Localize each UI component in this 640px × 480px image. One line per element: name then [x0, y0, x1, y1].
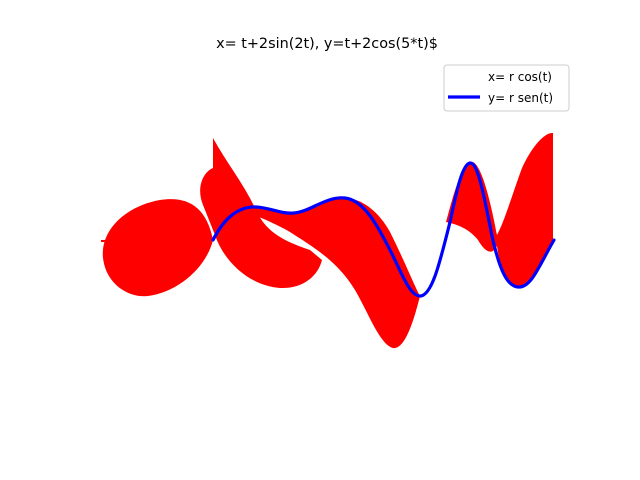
legend-label-line: y= r sen(t)	[488, 91, 553, 105]
legend-box	[443, 64, 570, 112]
series-fill-area	[101, 132, 553, 349]
legend: x= r cos(t) y= r sen(t)	[443, 64, 570, 112]
series-line	[211, 161, 556, 298]
area-loop-left	[102, 199, 213, 297]
area-band-right	[446, 132, 553, 288]
area-lobe-center	[200, 138, 322, 289]
legend-label-area: x= r cos(t)	[488, 70, 552, 84]
chart-title: x= t+2sin(2t), y=t+2cos(5*t)$	[216, 36, 438, 52]
area-band-middle	[232, 198, 420, 349]
